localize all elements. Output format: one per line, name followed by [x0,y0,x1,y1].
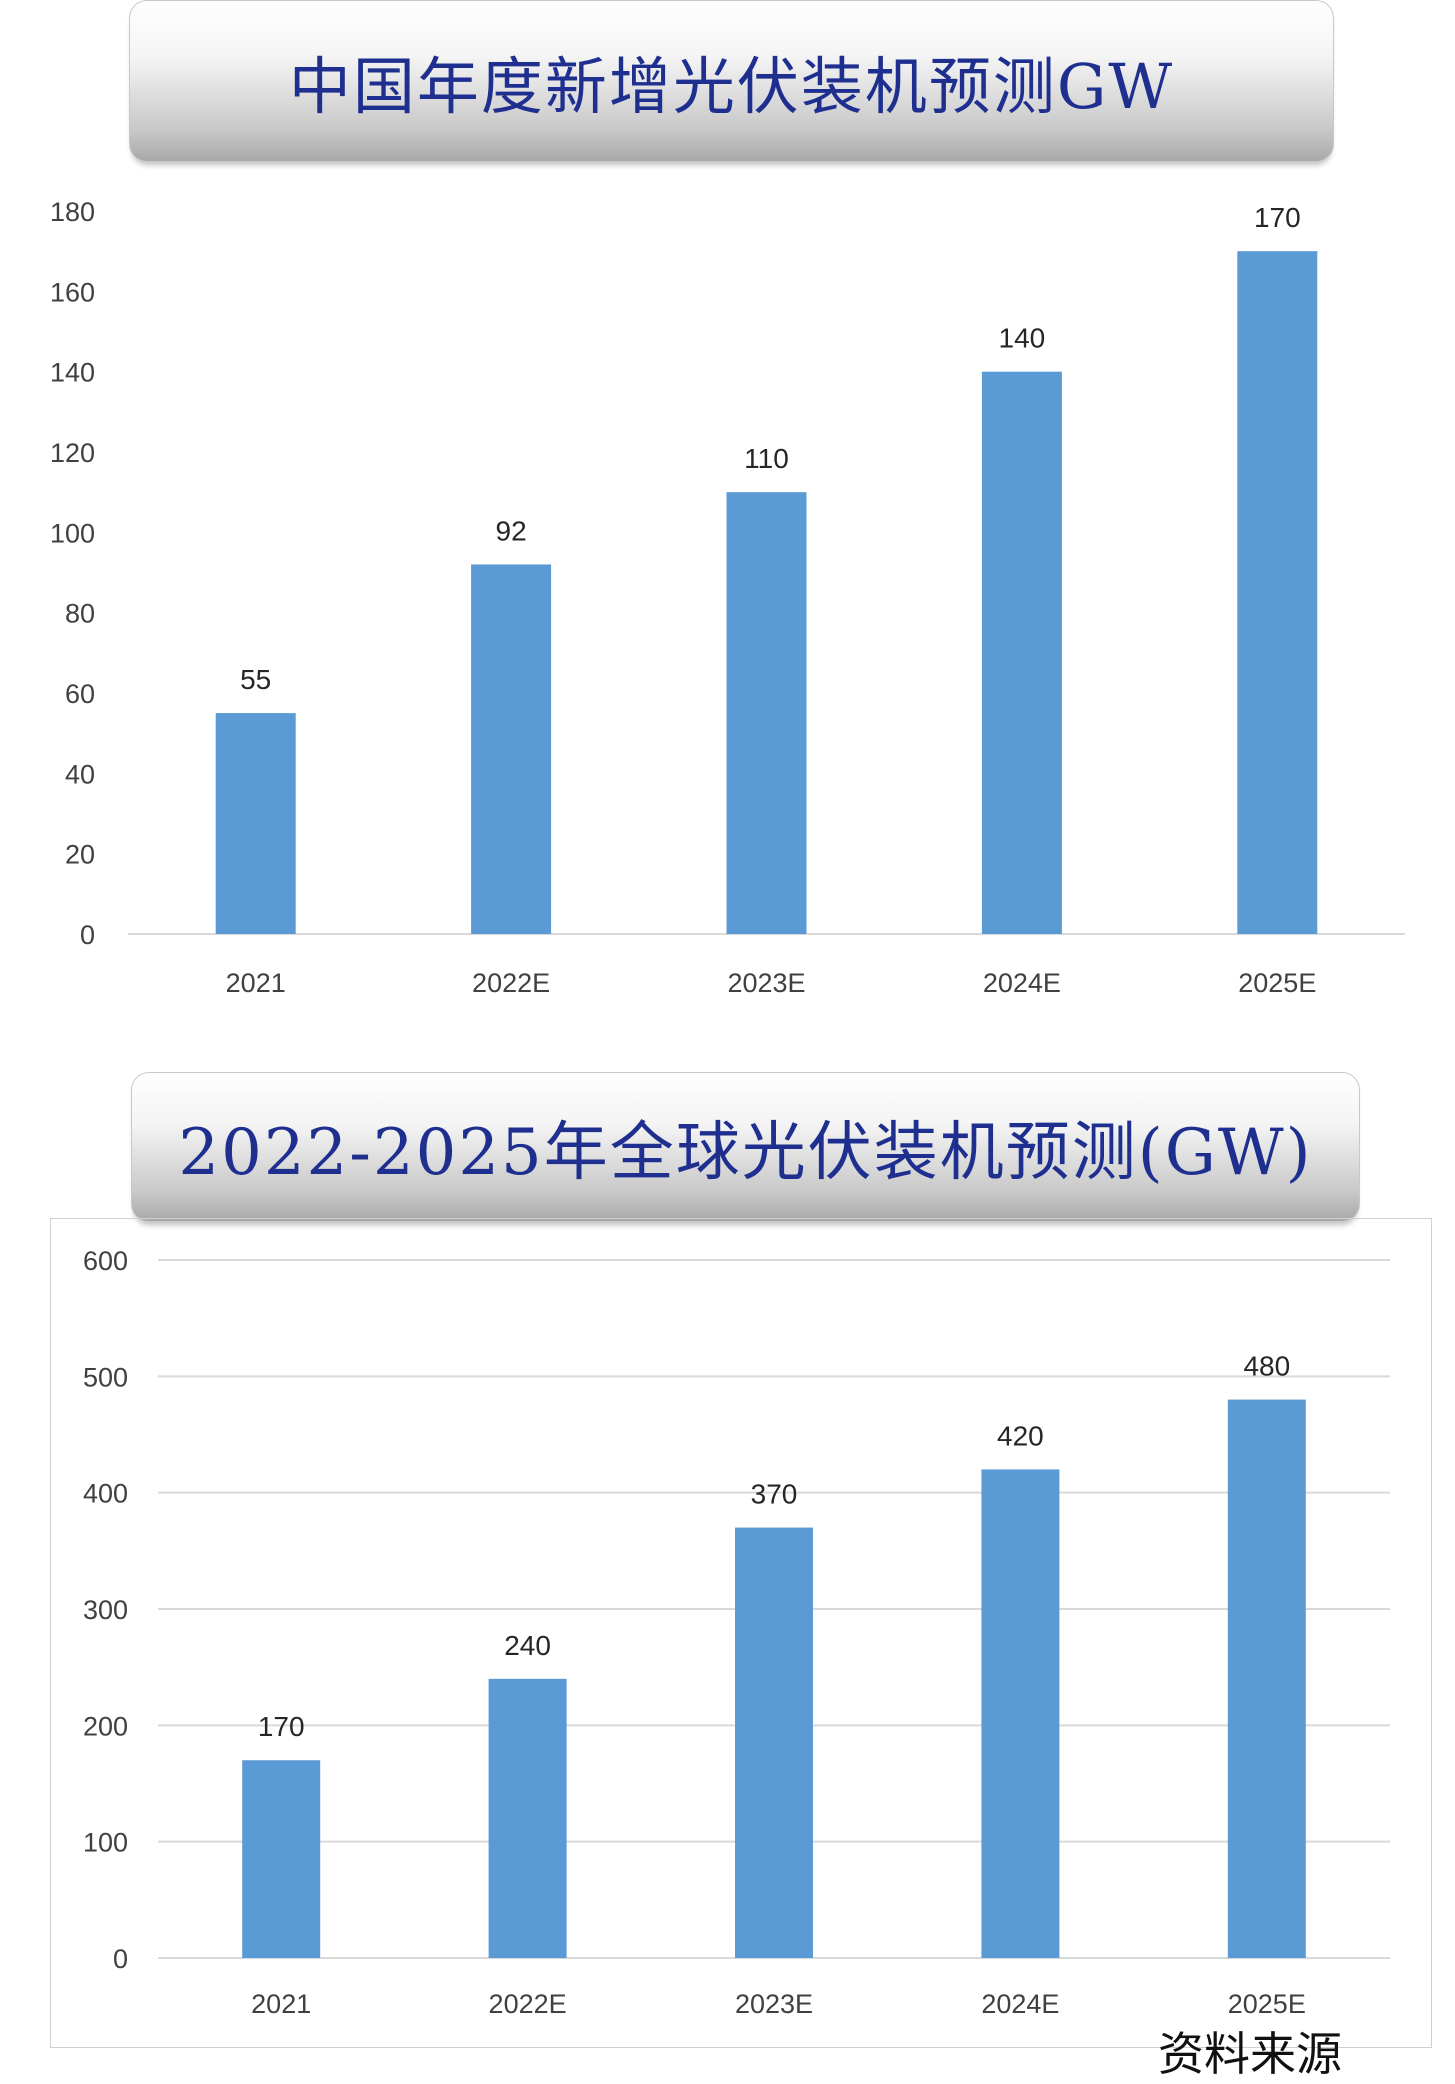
chart1-data-label: 110 [744,443,789,474]
chart1-ytick-label: 120 [50,438,95,468]
chart1-xtick-label: 2023E [727,968,805,998]
chart1-title-banner: 中国年度新增光伏装机预测GW [129,0,1334,162]
chart1-bar [215,713,296,934]
chart2-bar [735,1527,813,1958]
chart1-ytick-label: 40 [65,759,95,789]
chart2-xtick-label: 2025E [1228,1989,1306,2019]
chart2-bar [488,1678,567,1958]
chart1-bar [471,564,552,934]
chart1-data-label: 55 [240,664,271,695]
chart2-data-label: 240 [504,1630,551,1661]
chart1-ytick-label: 0 [80,920,95,950]
chart2-title-banner: 2022-2025年全球光伏装机预测(GW) [131,1072,1360,1222]
chart2-ytick-label: 0 [113,1944,128,1974]
chart2-xtick-label: 2023E [735,1989,813,2019]
chart1-xtick-label: 2022E [472,968,550,998]
chart2-data-label: 370 [751,1479,798,1510]
chart2-bar [242,1760,321,1958]
chart2-data-label: 420 [997,1420,1044,1451]
chart2-ytick-label: 100 [83,1828,128,1858]
chart1-ytick-label: 100 [50,518,95,548]
chart1-ytick-label: 160 [50,277,95,307]
chart1-bar [726,492,807,934]
chart2-title: 2022-2025年全球光伏装机预测(GW) [178,1116,1313,1190]
source-footnote: 资料来源 [1158,2027,1342,2081]
chart2-ytick-label: 200 [83,1711,128,1741]
chart2-frame [50,1218,1432,2048]
chart1-data-label: 140 [999,323,1046,354]
chart1-bar [1237,251,1318,934]
chart2-ytick-label: 500 [83,1362,128,1392]
chart2-ytick-label: 300 [83,1595,128,1625]
chart2-data-label: 170 [258,1711,305,1742]
chart1-svg: 0 20 40 60 80 100 120 140 160 180 55 2021 92 2022E 110… [50,197,1405,998]
chart1-data-label: 170 [1254,202,1301,233]
chart2-ytick-label: 400 [83,1479,128,1509]
chart1-ytick-label: 60 [65,679,95,709]
chart2-xtick-label: 2022E [489,1989,567,2019]
chart1-xtick-label: 2021 [226,968,286,998]
chart1-ytick-label: 180 [50,197,95,227]
chart1-ytick-label: 140 [50,358,95,388]
chart1-ytick-label: 20 [65,840,95,870]
chart2-bar [981,1469,1060,1958]
chart1-bar [981,371,1062,935]
chart1-data-label: 92 [496,515,527,546]
chart1-xtick-label: 2024E [983,968,1061,998]
chart2-xtick-label: 2024E [981,1989,1059,2019]
chart2-data-label: 480 [1243,1351,1290,1382]
chart1-title: 中国年度新增光伏装机预测GW [288,50,1175,123]
chart1-xtick-label: 2025E [1238,968,1316,998]
chart2-bar [1227,1399,1306,1958]
chart2-ytick-label: 600 [83,1246,128,1276]
chart1-ytick-label: 80 [65,599,95,629]
chart2-xtick-label: 2021 [251,1989,311,2019]
